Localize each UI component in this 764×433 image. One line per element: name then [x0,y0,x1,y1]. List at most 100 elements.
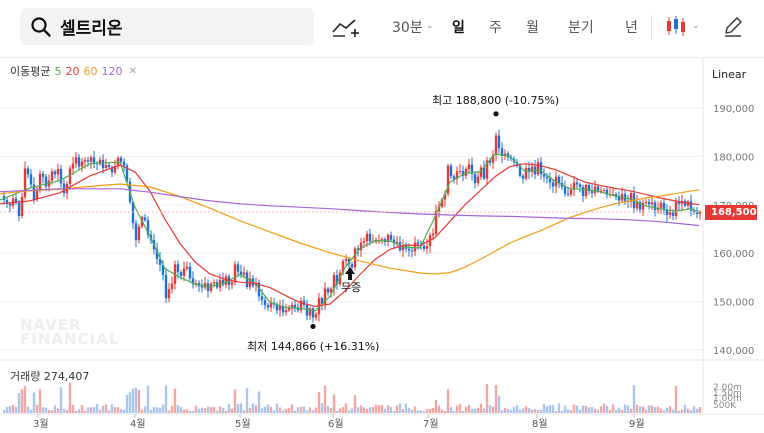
candle-body [134,223,138,241]
volume-bar [197,408,201,413]
candle-body [122,161,126,166]
volume-bar [365,408,369,413]
volume-bar [200,407,204,413]
volume-bar [149,410,153,413]
current-price-tag: 168,500 [705,205,757,220]
candle-body [578,184,582,187]
volume-bar [269,406,273,413]
candle-body [68,168,72,184]
event-arrow-icon [345,267,355,280]
volume-bar [185,409,189,413]
candle-body [422,245,426,249]
volume-bar [401,409,405,413]
search-box[interactable]: 셀트리온 [20,8,314,45]
scale-selector[interactable]: Linear [712,68,747,81]
volume-bar [452,410,456,413]
chevron-down-icon[interactable]: ⌄ [426,21,434,31]
volume-bar [491,406,495,413]
candle-body [641,202,645,210]
volume-bar [530,409,534,413]
volume-bar [458,403,462,413]
volume-bar [698,407,702,413]
moving-average-legend[interactable]: 이동평균 5 20 60 120 ✕ [10,63,137,79]
period-quarter[interactable]: 분기 [568,20,594,36]
candle-body [59,168,63,184]
volume-bar [443,410,447,413]
volume-bar [449,407,453,413]
candlestick-icon[interactable] [664,14,688,38]
volume-bar [56,408,60,413]
volume-bar [464,406,468,413]
moving-average-line-ma20 [0,163,700,308]
volume-bar [437,405,441,413]
candle-body [170,283,174,290]
candle-body [662,202,666,211]
volume-bar [629,408,633,413]
volume-bar [671,409,675,413]
candle-body [89,157,93,162]
volume-bar [665,407,669,413]
period-week[interactable]: 주 [489,20,502,36]
event-label: 무증 [341,281,361,294]
candle-body [566,193,570,195]
volume-bar [566,409,570,413]
volume-bar [23,385,27,413]
volume-bar [92,407,96,413]
candle-body [230,282,234,285]
x-tick-label: 3월 [33,418,49,430]
candle-body [602,189,606,191]
volume-bar [500,410,504,413]
candle-body [401,245,405,251]
ma-legend-120: 120 [101,64,123,78]
volume-bar [638,406,642,413]
pencil-icon[interactable] [723,15,743,37]
candle-body [344,259,348,261]
candle-body [545,176,549,179]
volume-bar [545,406,549,413]
volume-bar [341,407,345,413]
candle-body [26,168,30,175]
period-month[interactable]: 월 [526,20,539,36]
candle-body [44,176,48,187]
volume-bar [179,407,183,413]
volume-bar [632,385,636,413]
volume-bar [644,409,648,413]
volume-bar [509,409,513,413]
candle-body [416,242,420,245]
volume-bar [590,406,594,413]
candle-body [446,165,450,194]
candle-body [263,300,267,305]
candle-body [362,241,366,243]
volume-bar [68,382,72,413]
volume-bar [53,405,57,413]
volume-bar [476,407,480,413]
volume-bar [617,407,621,413]
candle-body [314,314,318,318]
volume-bar [614,410,618,413]
x-tick-label: 7월 [423,418,439,430]
volume-bar [608,409,612,413]
volume-bar [218,406,222,413]
volume-bar [641,406,645,413]
candle-body [77,157,81,167]
volume-bar [599,406,603,413]
compare-chart-icon[interactable] [331,16,359,38]
volume-bar [542,404,546,413]
volume-bar [551,405,555,413]
volume-bar [485,384,489,413]
period-day[interactable]: 일 [452,20,465,36]
chevron-down-icon[interactable]: ⌄ [692,21,700,31]
volume-bar [467,404,471,413]
period-year[interactable]: 년 [625,20,638,36]
volume-bar [41,407,45,413]
candle-body [200,286,204,288]
candle-body [221,279,225,285]
candle-body [326,288,330,293]
volume-bar [275,403,279,413]
volume-bar [194,405,198,413]
period-30min[interactable]: 30분 [392,20,423,36]
volume-bar [254,405,258,413]
close-icon[interactable]: ✕ [128,65,137,77]
volume-bar [278,407,282,413]
